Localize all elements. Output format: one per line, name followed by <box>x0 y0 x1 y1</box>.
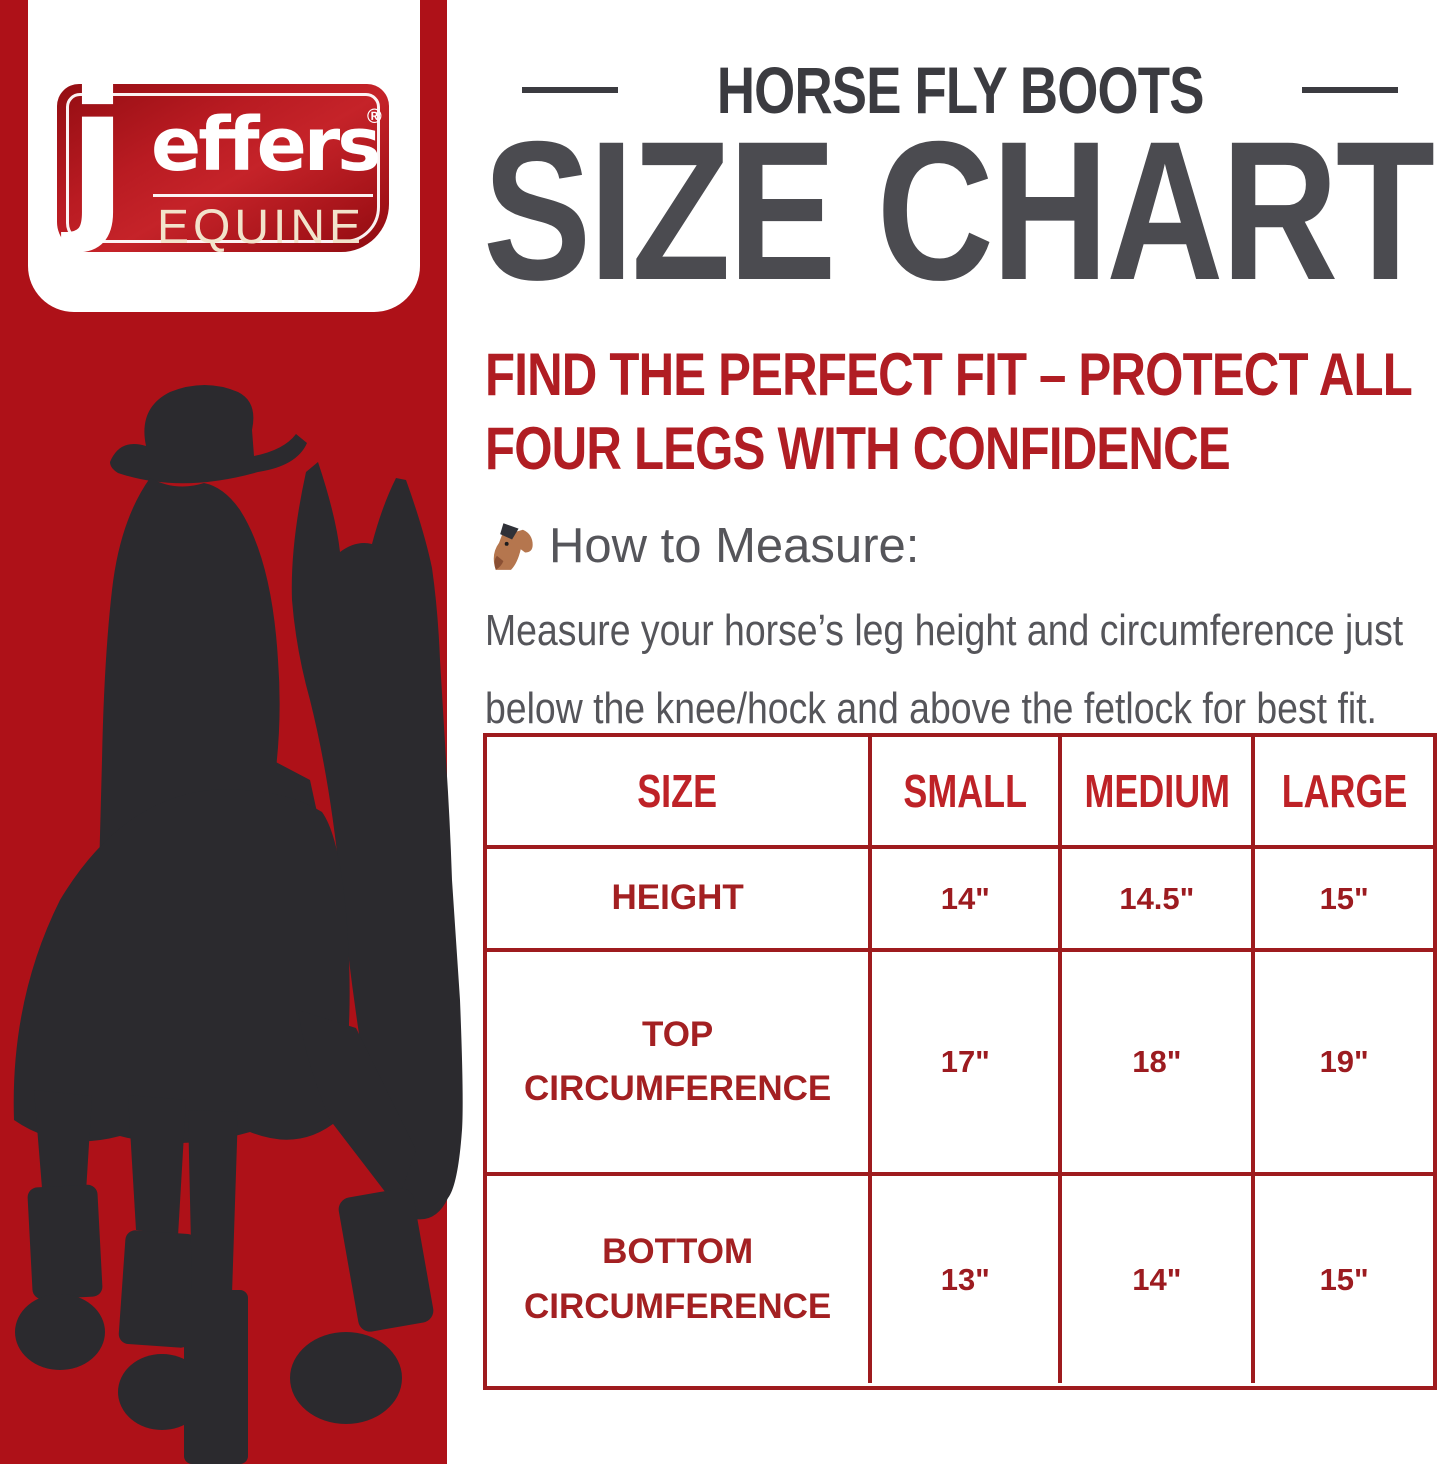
cell-height-medium: 14.5" <box>1058 845 1252 948</box>
cell-height-small: 14" <box>868 845 1059 948</box>
header-kicker: HORSE FLY BOOTS <box>716 53 1205 127</box>
logo-divider-line <box>153 194 373 197</box>
cell-top-circumference-small: 17" <box>868 948 1059 1172</box>
jeffers-equine-logo: j effers ® EQUINE <box>57 64 389 254</box>
horse-head-icon <box>493 523 533 570</box>
measure-line-1: Measure your horse’s leg height and circ… <box>485 606 1404 655</box>
tagline-line-1: FIND THE PERFECT FIT – PROTECT ALL <box>485 341 1413 408</box>
measure-body: Measure your horse’s leg height and circ… <box>485 592 1403 748</box>
size-table: SIZE SMALL MEDIUM LARGE HEIGHT 14" 14.5"… <box>483 733 1437 1390</box>
registered-mark: ® <box>367 106 382 128</box>
page-title: SIZE CHART <box>483 100 1435 321</box>
tagline: FIND THE PERFECT FIT – PROTECT ALL FOUR … <box>485 338 1413 486</box>
logo-brand-text: effers <box>151 102 381 188</box>
cell-top-circumference-medium: 18" <box>1058 948 1252 1172</box>
horse-rider-silhouette <box>13 385 463 1464</box>
cell-top-circumference-large: 19" <box>1251 948 1433 1172</box>
measure-heading-row: How to Measure: <box>485 518 919 574</box>
row-label-height: HEIGHT <box>487 845 869 948</box>
logo-inner-outline <box>66 93 380 243</box>
column-header-small: SMALL <box>868 737 1058 845</box>
column-header-size: SIZE <box>637 765 718 817</box>
column-header-large: LARGE <box>1251 737 1433 845</box>
logo-card: j effers ® EQUINE <box>28 0 420 312</box>
logo-big-j: j <box>67 49 129 256</box>
header-kicker-row: HORSE FLY BOOTS <box>485 52 1435 128</box>
cell-bottom-circumference-small: 13" <box>868 1172 1059 1383</box>
measure-heading: How to Measure: <box>549 519 920 573</box>
cell-height-large: 15" <box>1251 845 1433 948</box>
tagline-line-2: FOUR LEGS WITH CONFIDENCE <box>485 415 1231 482</box>
kicker-dash-left <box>521 87 618 93</box>
kicker-dash-right <box>1302 87 1399 93</box>
logo-equine-text: EQUINE <box>157 201 366 254</box>
measure-line-2: below the knee/hock and above the fetloc… <box>485 684 1377 733</box>
row-label-bottom-circumference: BOTTOM CIRCUMFERENCE <box>487 1172 869 1383</box>
column-header-medium: MEDIUM <box>1058 737 1251 845</box>
cell-bottom-circumference-large: 15" <box>1251 1172 1433 1383</box>
cell-bottom-circumference-medium: 14" <box>1058 1172 1252 1383</box>
row-label-top-circumference: TOP CIRCUMFERENCE <box>487 948 869 1172</box>
